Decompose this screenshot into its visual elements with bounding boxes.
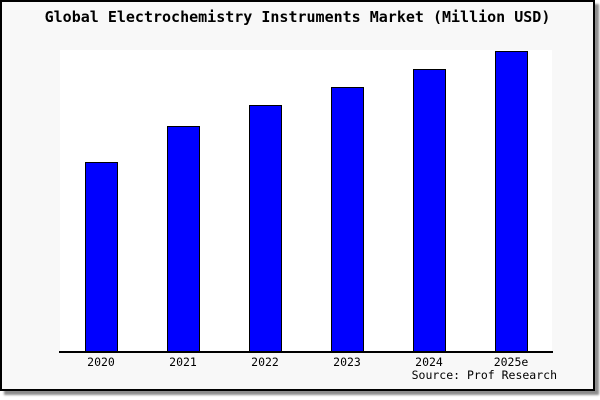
bar-2025e xyxy=(495,51,528,352)
x-tick-label-2021: 2021 xyxy=(169,355,197,369)
x-tick-label-2024: 2024 xyxy=(415,355,443,369)
bar-2021 xyxy=(167,126,200,352)
plot-area xyxy=(60,50,552,352)
bar-2020 xyxy=(85,162,118,352)
x-tick-label-2022: 2022 xyxy=(251,355,279,369)
x-axis-labels: 2020 2021 2022 2023 2024 2025e xyxy=(60,355,552,369)
chart-window: Global Electrochemistry Instruments Mark… xyxy=(0,0,595,391)
chart-title: Global Electrochemistry Instruments Mark… xyxy=(44,8,551,26)
bar-2022 xyxy=(249,105,282,352)
x-tick-label-2023: 2023 xyxy=(333,355,361,369)
x-axis-line xyxy=(59,351,553,353)
x-tick-label-2025e: 2025e xyxy=(493,355,529,369)
bar-2023 xyxy=(331,87,364,352)
x-tick-label-2020: 2020 xyxy=(87,355,115,369)
bar-2024 xyxy=(413,69,446,352)
source-credit: Source: Prof Research xyxy=(411,368,557,382)
